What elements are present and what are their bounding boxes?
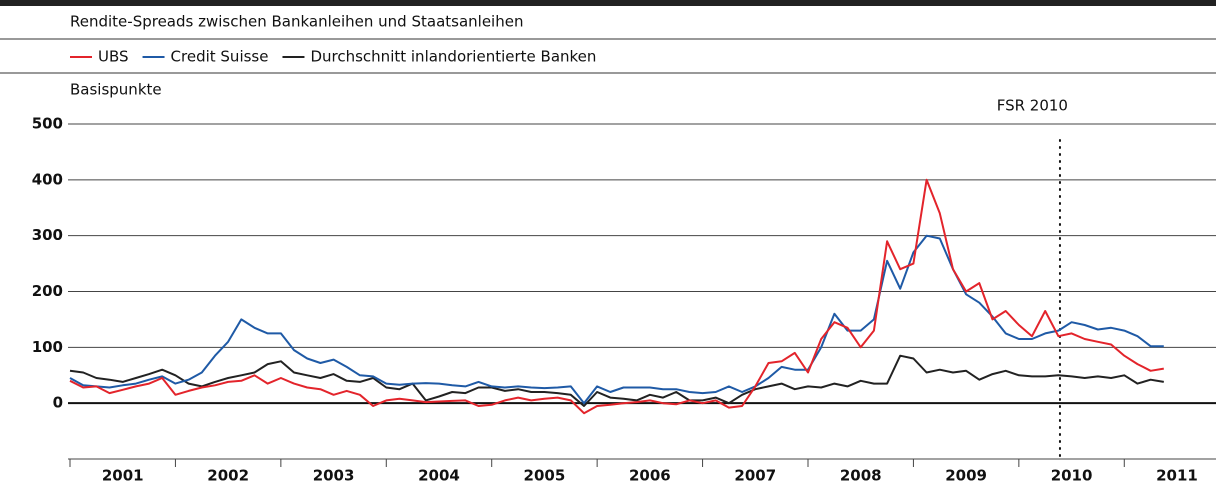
x-tick-label: 2010 <box>1051 467 1093 485</box>
y-axis-label: Basispunkte <box>70 81 162 99</box>
y-tick-label: 100 <box>32 338 63 356</box>
x-tick-label: 2003 <box>313 467 355 485</box>
x-tick-label: 2006 <box>629 467 671 485</box>
chart-subtitle: Rendite-Spreads zwischen Bankanleihen un… <box>70 13 523 31</box>
y-tick-label: 400 <box>32 170 63 188</box>
y-tick-label: 200 <box>32 282 63 300</box>
y-tick-label: 500 <box>32 115 63 133</box>
x-tick-label: 2001 <box>102 467 144 485</box>
x-tick-label: 2011 <box>1156 467 1198 485</box>
legend-label: UBS <box>98 48 129 66</box>
y-tick-label: 0 <box>53 394 63 412</box>
y-tick-label: 300 <box>32 226 63 244</box>
legend-label: Credit Suisse <box>171 48 269 66</box>
x-tick-label: 2007 <box>734 467 776 485</box>
annotation-label: FSR 2010 <box>997 97 1068 115</box>
series-line <box>69 178 1164 415</box>
top-bar <box>0 0 1216 6</box>
x-tick-label: 2005 <box>524 467 566 485</box>
legend: UBS Credit Suisse Durchschnitt inlandorien… <box>70 48 596 66</box>
series-line <box>69 234 1164 405</box>
x-tick-label: 2008 <box>840 467 882 485</box>
x-tick-label: 2009 <box>945 467 987 485</box>
series-line <box>69 354 1164 407</box>
x-tick-label: 2004 <box>418 467 460 485</box>
legend-label: Durchschnitt inlandorientierte Banken <box>310 48 596 66</box>
x-tick-label: 2002 <box>207 467 249 485</box>
